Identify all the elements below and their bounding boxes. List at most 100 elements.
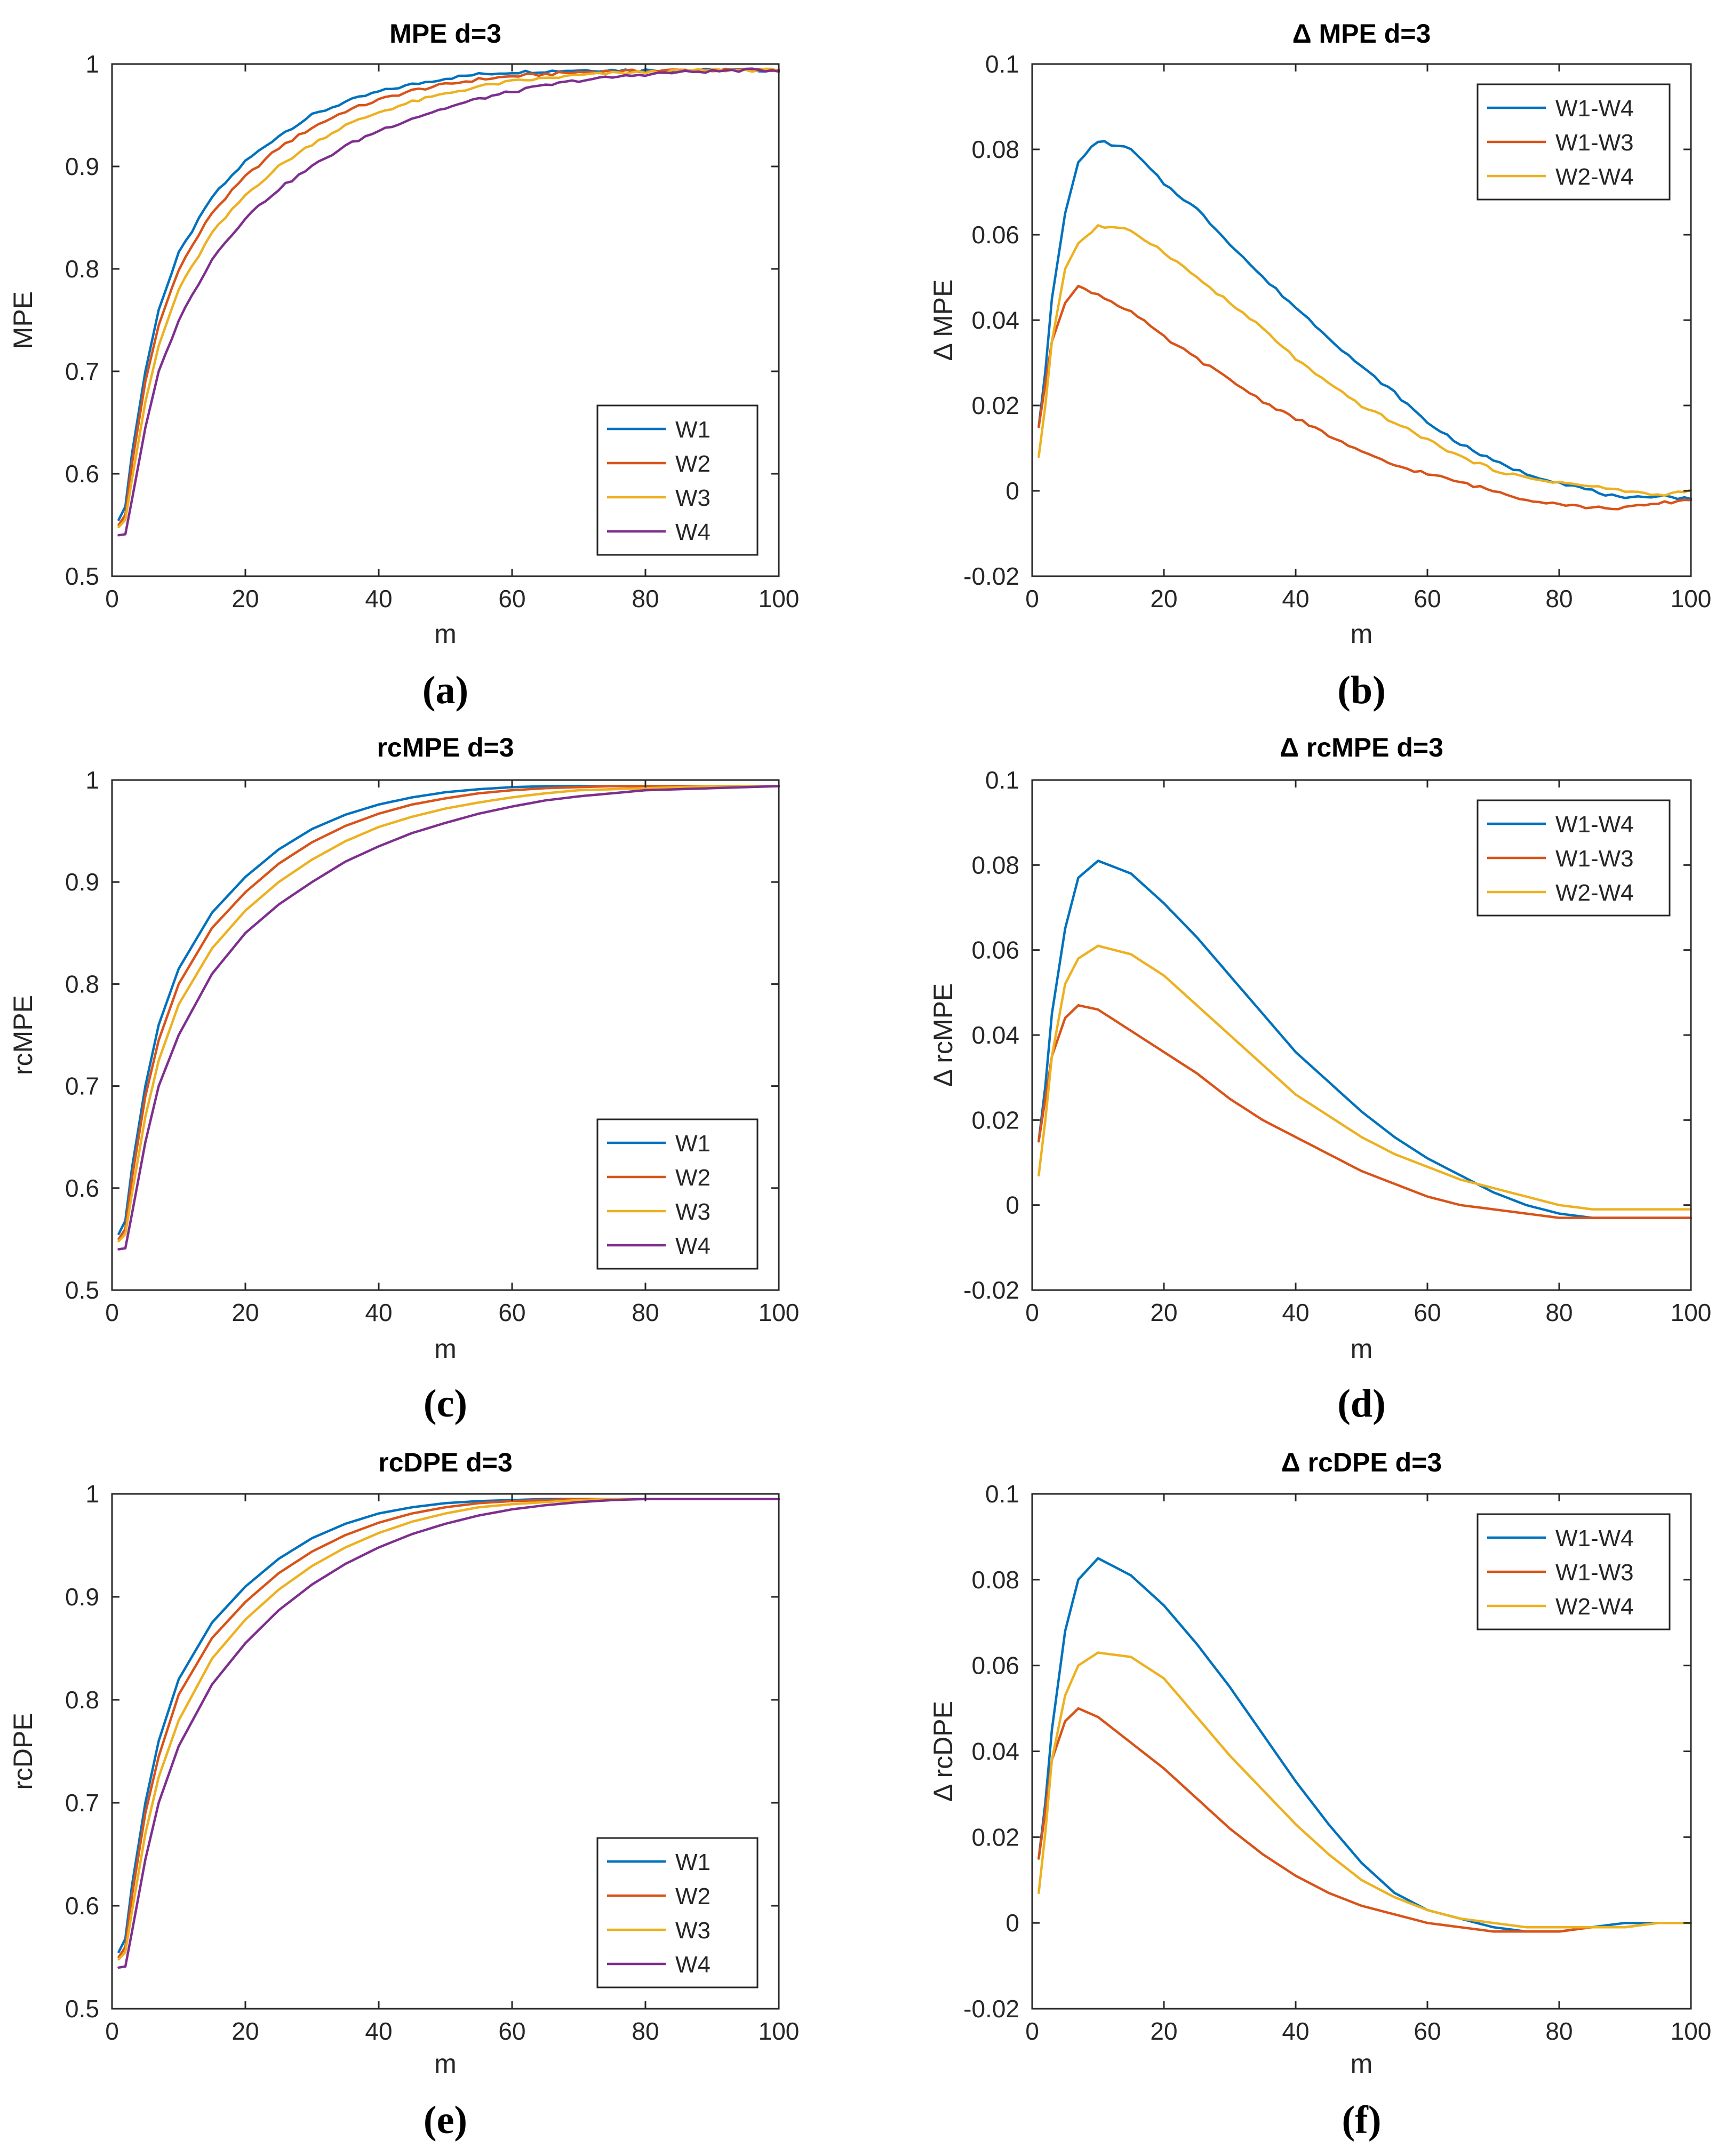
legend-label: W2 (675, 451, 711, 477)
x-tick-label: 60 (1414, 2017, 1441, 2045)
y-axis-label: rcMPE (8, 995, 38, 1075)
y-tick-label: 0.7 (65, 357, 99, 385)
x-tick-label: 100 (759, 1299, 800, 1326)
x-tick-label: 0 (1025, 585, 1039, 612)
x-tick-label: 100 (759, 2017, 800, 2045)
y-tick-label: 0.6 (65, 460, 99, 488)
x-tick-label: 20 (1150, 2017, 1177, 2045)
series-line-w4 (117, 1498, 780, 1969)
y-tick-label: 0.8 (65, 970, 99, 998)
y-tick-label: 0.02 (971, 1823, 1019, 1851)
x-tick-label: 60 (1414, 1299, 1441, 1326)
y-tick-label: 0.1 (985, 50, 1019, 78)
x-tick-label: 80 (1545, 2017, 1573, 2045)
chart-title: Δ rcDPE d=3 (1281, 1447, 1442, 1477)
series-line-w1-w4 (1037, 860, 1693, 1219)
y-tick-label: 0.08 (971, 1566, 1019, 1594)
x-tick-label: 60 (498, 1299, 525, 1326)
x-tick-label: 100 (1671, 2017, 1712, 2045)
panel-a: 0 20 40 60 80 100 0.5 0.6 0.7 0.8 0.9 1 MPE d=3 m MPE (… (8, 19, 799, 712)
y-tick-label: 0 (1005, 1191, 1019, 1219)
panel-caption: (b) (1337, 669, 1385, 712)
y-tick-label: 0.5 (65, 1995, 99, 2023)
axes-box (111, 63, 780, 577)
y-tick-label: 0.8 (65, 255, 99, 283)
x-tick-label: 20 (232, 1299, 259, 1326)
y-axis-label: Δ rcMPE (928, 983, 958, 1087)
x-axis-label: m (1351, 619, 1373, 649)
x-tick-label: 40 (365, 585, 392, 612)
panel-caption: (a) (422, 669, 468, 712)
legend: W1 W2 W3 W4 (596, 404, 759, 556)
legend-label: W3 (675, 485, 711, 511)
x-tick-label: 80 (632, 585, 659, 612)
legend-label: W4 (675, 1952, 711, 1978)
legend-label: W1 (675, 1131, 711, 1157)
y-tick-label: 0.9 (65, 868, 99, 896)
legend-label: W1 (675, 417, 711, 443)
panel-caption: (c) (424, 1382, 467, 1426)
y-tick-label: 0.1 (985, 766, 1019, 794)
legend-label: W2-W4 (1555, 1594, 1634, 1620)
chart-title: MPE d=3 (389, 19, 501, 49)
series-line-w2-w4 (1037, 1651, 1693, 1929)
x-tick-label: 40 (1282, 585, 1309, 612)
x-tick-label: 40 (1282, 2017, 1309, 2045)
series-line-w1-w3 (1037, 284, 1693, 511)
x-axis-label: m (434, 1334, 457, 1364)
y-tick-label: 0.04 (971, 306, 1019, 334)
y-axis-label: Δ MPE (928, 280, 958, 361)
chart-title: Δ rcMPE d=3 (1280, 733, 1443, 762)
y-tick-label: 0.7 (65, 1072, 99, 1100)
x-tick-label: 0 (105, 2017, 119, 2045)
y-axis-label: Δ rcDPE (928, 1701, 958, 1802)
legend-label: W3 (675, 1199, 711, 1225)
x-tick-label: 0 (105, 585, 119, 612)
y-tick-label: 0.02 (971, 1106, 1019, 1134)
panel-caption: (d) (1337, 1382, 1385, 1426)
y-tick-label: 0.5 (65, 562, 99, 590)
x-tick-label: 100 (759, 585, 800, 612)
y-tick-label: 0.06 (971, 221, 1019, 249)
series-line-w4 (117, 785, 780, 1251)
x-tick-label: 40 (365, 1299, 392, 1326)
y-tick-label: -0.02 (963, 562, 1019, 590)
series-line-w1-w4 (1037, 140, 1693, 500)
x-tick-label: 40 (1282, 1299, 1309, 1326)
panel-caption: (e) (424, 2098, 467, 2142)
series-line-w1-w3 (1037, 1707, 1693, 1933)
legend-label: W1-W3 (1555, 130, 1634, 156)
series-line-w1-w3 (1037, 1004, 1693, 1219)
chart-title: rcMPE d=3 (377, 733, 514, 762)
legend-label: W2-W4 (1555, 164, 1634, 190)
x-tick-label: 0 (1025, 1299, 1039, 1326)
x-tick-label: 20 (232, 2017, 259, 2045)
y-tick-label: 1 (85, 50, 99, 78)
legend-box (596, 1118, 759, 1270)
legend-label: W1 (675, 1849, 711, 1875)
legend-label: W1-W4 (1555, 96, 1634, 122)
y-axis-label: MPE (8, 291, 38, 349)
legend-label: W2 (675, 1883, 711, 1910)
x-tick-label: 100 (1671, 1299, 1712, 1326)
legend-box (596, 404, 759, 556)
y-tick-label: 0.06 (971, 1652, 1019, 1680)
x-axis-label: m (434, 2049, 457, 2079)
x-tick-label: 0 (1025, 2017, 1039, 2045)
x-axis-label: m (1351, 1334, 1373, 1364)
y-tick-label: 0.6 (65, 1892, 99, 1920)
x-tick-label: 20 (1150, 585, 1177, 612)
y-tick-label: 1 (85, 766, 99, 794)
y-tick-label: 0.06 (971, 936, 1019, 964)
legend: W1-W4 W1-W3 W2-W4 (1476, 799, 1671, 917)
y-tick-label: -0.02 (963, 1995, 1019, 2023)
y-tick-label: 0.9 (65, 1583, 99, 1611)
y-tick-label: 0.08 (971, 136, 1019, 163)
legend-box (596, 1837, 759, 1988)
y-tick-label: 0.04 (971, 1738, 1019, 1765)
x-tick-label: 40 (365, 2017, 392, 2045)
